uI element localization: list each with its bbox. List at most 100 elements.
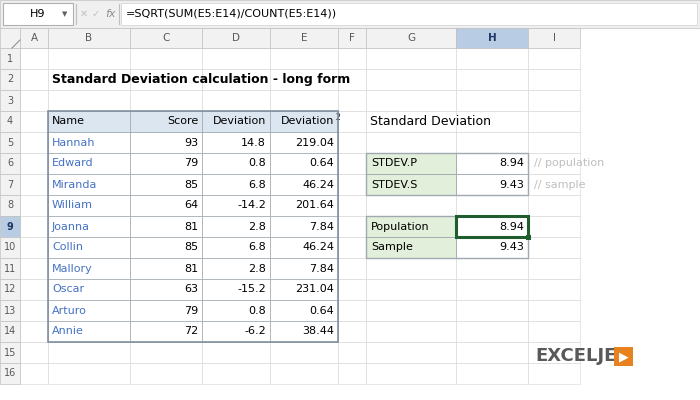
Bar [528,48,580,69]
Text: 15: 15 [4,348,16,358]
Bar [338,321,366,342]
Bar [366,69,456,90]
Bar [202,237,270,258]
Bar [48,195,130,216]
Bar [366,111,456,132]
Text: 9.43: 9.43 [499,180,524,190]
Bar [130,48,202,69]
Bar [338,48,366,69]
Bar [270,195,338,216]
Bar [366,132,456,153]
Text: 5: 5 [7,138,13,148]
Bar [456,321,528,342]
Bar [48,132,130,153]
Bar [48,153,130,174]
Bar [270,48,338,69]
Text: // population: // population [534,158,604,168]
Bar [366,300,456,321]
Bar [338,195,366,216]
Text: ▼: ▼ [62,11,68,17]
Bar [456,90,528,111]
Bar [0,237,20,258]
Text: Deviation: Deviation [213,116,266,126]
Bar [202,363,270,384]
Text: Edward: Edward [52,158,94,168]
Bar [366,174,456,195]
Bar [202,111,270,132]
Text: I: I [552,33,556,43]
Bar [338,363,366,384]
Bar [366,279,456,300]
Bar [0,363,20,384]
Bar [121,3,697,25]
Bar [366,216,456,237]
Bar [202,174,270,195]
Text: 79: 79 [183,158,198,168]
Text: Score: Score [167,116,198,126]
Bar [130,28,202,48]
Bar [270,342,338,363]
Bar [270,111,338,132]
Bar [270,174,338,195]
Text: fx: fx [105,9,116,19]
Bar [48,258,130,279]
Bar [456,174,528,195]
Text: 6.8: 6.8 [248,242,266,252]
Bar [48,363,130,384]
Bar [130,300,202,321]
Bar [456,195,528,216]
Text: ▶: ▶ [619,350,629,363]
Bar [130,237,202,258]
Bar [48,90,130,111]
Bar [270,153,338,174]
Bar [338,300,366,321]
Bar [0,48,20,69]
Bar [456,28,528,48]
Bar [48,174,130,195]
Bar [270,216,338,237]
Bar [528,363,580,384]
Bar [528,132,580,153]
Bar [48,279,130,300]
Bar [202,174,270,195]
Text: 3: 3 [7,96,13,106]
Bar [338,174,366,195]
Bar [130,132,202,153]
Text: // sample: // sample [534,180,585,190]
Bar [366,153,528,195]
Bar [48,258,130,279]
Text: H: H [488,33,496,43]
Text: 201.64: 201.64 [295,200,334,210]
Bar [456,363,528,384]
Bar [270,216,338,237]
Text: 79: 79 [183,306,198,316]
Bar [366,216,456,237]
Bar [130,258,202,279]
Bar [48,111,130,132]
Bar [202,153,270,174]
Bar [0,300,20,321]
Text: Sample: Sample [371,242,413,252]
Bar [456,132,528,153]
Text: Standard Deviation: Standard Deviation [370,115,491,128]
Text: -6.2: -6.2 [244,326,266,336]
Bar [456,258,528,279]
Bar [270,195,338,216]
Text: 72: 72 [183,326,198,336]
Text: 2: 2 [335,113,340,122]
Bar [20,300,48,321]
Bar [130,111,202,132]
Bar [202,258,270,279]
Bar [270,90,338,111]
Text: H9: H9 [30,9,46,19]
Text: Joanna: Joanna [52,222,90,232]
Bar [130,111,202,132]
Text: Hannah: Hannah [52,138,95,148]
Bar [20,363,48,384]
Bar [202,237,270,258]
Bar [456,237,528,258]
Bar [202,300,270,321]
Text: 1: 1 [7,54,13,64]
Bar [270,111,338,132]
Bar [48,216,130,237]
